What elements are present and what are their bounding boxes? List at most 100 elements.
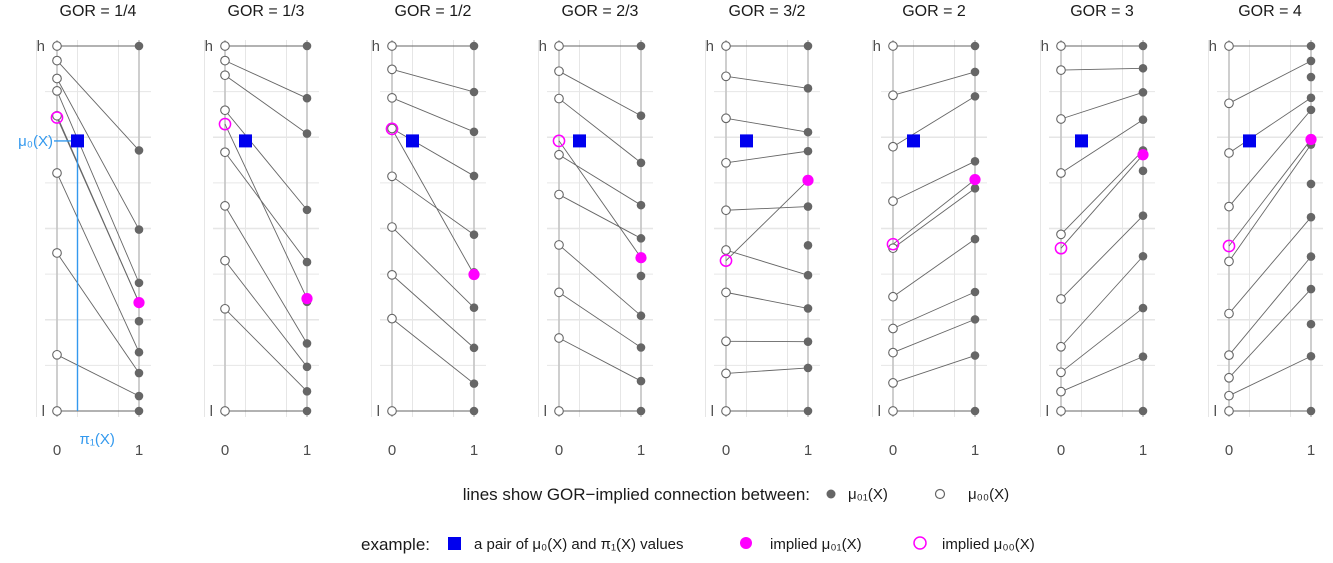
mu00-point [1056,386,1066,397]
legend-implied-open-icon [913,536,927,550]
y-tick-label: h [873,38,881,55]
connection-line [892,238,976,298]
mu01-point [970,157,980,166]
mu01-point [134,391,144,401]
panel-title: GOR = 2 [902,3,966,20]
mu0-annotation: μ₀(X) [18,133,53,150]
mu01-point [1306,212,1316,222]
mu00-point [220,147,230,158]
x-tick-label: 0 [221,442,229,459]
connection-line [391,226,475,309]
mu00-point [1224,41,1234,51]
mu01-point [1138,303,1148,313]
example-square [71,134,84,148]
implied-mu00-point [1222,239,1236,253]
connection-line [892,355,976,384]
mu01-point [1138,63,1148,73]
connection-line [1060,307,1144,373]
x-tick-label: 0 [1225,442,1233,459]
mu00-point [52,406,62,416]
mu01-point [1138,41,1148,51]
panel-title: GOR = 3 [1070,3,1134,20]
mu01-point [970,67,980,77]
implied-mu01-point [133,296,145,309]
mu01-point [1138,166,1148,176]
mu01-point [636,41,646,51]
example-square [907,134,920,148]
connection-line [1228,144,1312,262]
example-connection-line [1228,139,1312,247]
mu00-point [888,196,898,206]
connection-line [391,97,475,133]
mu00-point [387,92,397,103]
connection-line [1228,97,1312,154]
mu00-point [1056,229,1066,240]
implied-mu01-point [1305,133,1317,146]
mu01-point [803,127,813,137]
y-tick-label: h [539,38,547,55]
panel-1: GOR = 1/4 h l 0 1 μ₀(X) π₁(X) [18,3,151,459]
mu01-point [134,368,144,378]
mu00-point [554,93,564,104]
panel-title: GOR = 4 [1238,3,1302,20]
implied-mu00-point [719,254,733,267]
legend-implied-mu01-label: implied μ₀₁(X) [770,536,862,553]
mu01-point [1306,284,1316,294]
connection-line [1060,67,1144,71]
implied-mu01-point [969,173,981,186]
mu01-point [134,347,144,357]
x-tick-label: 1 [804,442,812,459]
mu00-point [1224,98,1234,109]
mu01-point [803,84,813,93]
panel-2: GOR = 1/3 h l 0 1 [204,3,319,459]
connection-line [56,252,140,374]
panel-title: GOR = 2/3 [562,3,639,20]
mu01-point [302,386,312,396]
mu01-point [1138,352,1148,361]
mu01-point [1138,251,1148,261]
connection-line [56,90,140,284]
example-square [1243,134,1256,148]
mu00-point [1056,41,1066,51]
connection-line [224,60,308,99]
connection-line [224,151,308,263]
mu00-point [888,141,898,152]
example-connection-line [224,123,308,299]
mu01-point [970,406,980,416]
mu00-point [387,270,397,280]
connection-line [1228,288,1312,379]
mu00-point [721,71,731,82]
connection-line [1228,109,1312,207]
x-tick-label: 0 [555,442,563,459]
implied-mu01-point [1137,149,1149,161]
mu00-point [387,64,397,75]
mu01-point [970,315,980,324]
legend-implied-mu00-label: implied μ₀₀(X) [942,536,1035,553]
panel-4: GOR = 2/3 h l 0 1 [538,3,653,459]
mu00-point [888,41,898,51]
connection-line [892,71,976,96]
mu01-point [803,363,813,373]
y-tick-label: h [205,38,213,55]
connection-line [56,354,140,397]
mu01-point [302,205,312,215]
mu01-point [134,146,144,155]
mu00-point [220,201,230,211]
mu00-point [52,248,62,258]
mu00-point [721,287,731,298]
mu00-point [554,406,564,416]
connection-line [1060,215,1144,300]
panel-title: GOR = 3/2 [729,3,806,20]
mu01-point [1306,72,1316,82]
y-tick-label: l [210,403,213,420]
mu00-point [888,323,898,334]
connection-line [558,154,642,206]
implied-mu01-point [301,292,313,305]
example-square [573,134,586,148]
connection-line [391,318,475,384]
legend-implied-filled-icon [740,537,752,549]
mu01-point [302,93,312,103]
mu01-point [1306,105,1316,115]
example-connection-line [391,128,475,275]
